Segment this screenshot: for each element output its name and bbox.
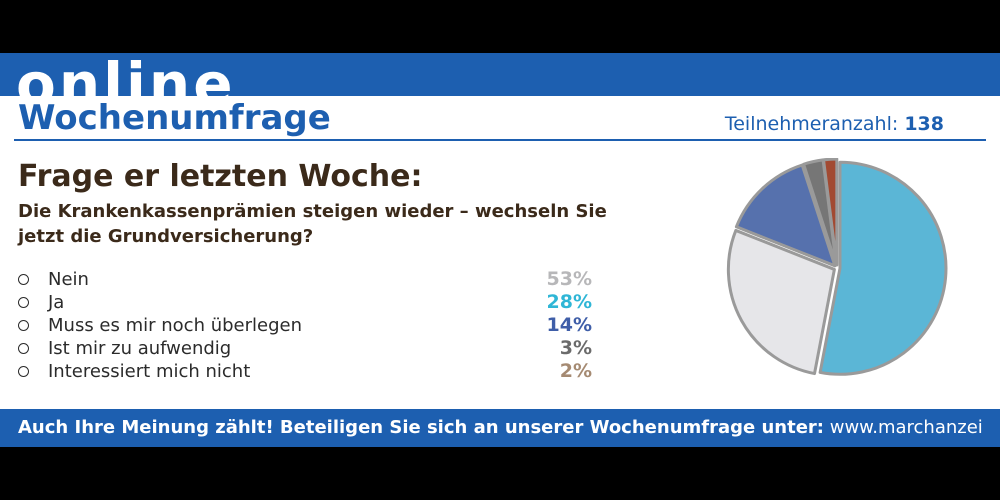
answer-nicht-interessiert[interactable]: Interessiert mich nicht 2% (18, 360, 598, 383)
question-text: Die Krankenkassenprämien steigen wieder … (18, 201, 607, 247)
pie-slice-nein (818, 160, 948, 376)
header-band: online (0, 53, 1000, 96)
answer-percent: 14% (546, 314, 592, 336)
footer-link[interactable]: www.marchanzei (829, 417, 983, 438)
answer-percent: 53% (546, 268, 592, 290)
participant-count: Teilnehmeranzahl: 138 (725, 113, 944, 135)
answer-label: Ist mir zu aufwendig (48, 338, 232, 359)
radio-icon[interactable] (18, 274, 29, 285)
pie-slice-nicht-interessiert (822, 157, 839, 267)
radio-icon[interactable] (18, 366, 29, 377)
answer-label: Interessiert mich nicht (48, 361, 251, 382)
answer-muss-ueberlegen[interactable]: Muss es mir noch überlegen 14% (18, 314, 598, 337)
answer-percent: 28% (546, 291, 592, 313)
brand-online: online (16, 53, 236, 96)
answer-label: Nein (48, 269, 89, 290)
answer-nein[interactable]: Nein 53% (18, 268, 598, 291)
radio-icon[interactable] (18, 343, 29, 354)
answer-percent: 3% (559, 337, 592, 359)
answer-list: Nein 53% Ja 28% Muss es mir noch überleg… (18, 268, 598, 383)
pie-slice-muss-ueberlegen (734, 163, 837, 268)
pie-slice-ja (726, 228, 836, 376)
participant-label: Teilnehmeranzahl: (724, 113, 899, 135)
radio-icon[interactable] (18, 297, 29, 308)
title-divider (14, 139, 986, 141)
pie-svg (726, 157, 948, 376)
answer-ja[interactable]: Ja 28% (18, 291, 598, 314)
question-heading: Frage er letzten Woche: (18, 159, 423, 194)
call-to-action: Auch Ihre Meinung zählt! Beteiligen Sie … (18, 417, 983, 439)
answer-percent: 2% (559, 360, 592, 382)
answer-label: Muss es mir noch überlegen (48, 315, 302, 336)
radio-icon[interactable] (18, 320, 29, 331)
answer-label: Ja (48, 292, 65, 313)
results-pie-chart (718, 157, 958, 388)
poll-card: online Wochenumfrage Teilnehmeranzahl: 1… (0, 53, 1000, 447)
cta-text: Auch Ihre Meinung zählt! Beteiligen Sie … (18, 417, 824, 438)
answer-zu-aufwendig[interactable]: Ist mir zu aufwendig 3% (18, 337, 598, 360)
footer-band: Auch Ihre Meinung zählt! Beteiligen Sie … (0, 409, 1000, 447)
poll-title: Wochenumfrage (18, 98, 331, 138)
participant-value: 138 (904, 113, 944, 135)
